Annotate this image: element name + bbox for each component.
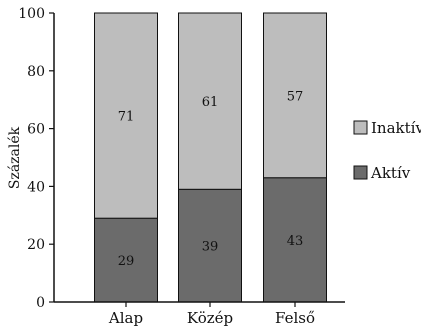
y-tick-label-100: 100 [18,6,45,22]
bars-group: 29 71 39 61 43 57 [94,12,327,303]
bar-felso-inaktiv [263,12,327,179]
y-tick-label-20: 20 [27,237,45,253]
data-label-felso-inaktiv: 57 [287,89,304,104]
y-axis-label: Százalék [7,126,23,189]
x-tick-label-alap: Alap [108,309,143,326]
bar-felso-aktiv [263,177,327,303]
legend-label-aktiv: Aktív [370,164,411,182]
y-tick-label-80: 80 [27,64,45,80]
data-label-alap-aktiv: 29 [118,254,135,269]
legend-swatch-inaktiv [353,120,368,135]
data-label-felso-aktiv: 43 [287,234,304,249]
data-label-alap-inaktiv: 71 [118,110,135,125]
data-label-kozep-inaktiv: 61 [202,95,219,110]
bar-alap-aktiv [94,217,158,303]
bar-kozep-inaktiv [178,12,242,190]
y-tick-label-0: 0 [36,295,45,311]
x-tick-label-kozep: Közép [187,309,233,326]
bar-alap-inaktiv [94,12,158,219]
y-tick-label-40: 40 [27,179,45,195]
y-tick-label-60: 60 [27,122,45,138]
data-label-kozep-aktiv: 39 [202,240,219,255]
axes-group: 0 20 40 60 80 100 Alap Közép Felső [18,6,345,326]
legend-label-inaktiv: Inaktív [371,119,421,137]
legend-swatch-aktiv [353,165,368,180]
legend: Inaktív Aktív [353,119,421,182]
x-tick-label-felso: Felső [275,309,315,326]
